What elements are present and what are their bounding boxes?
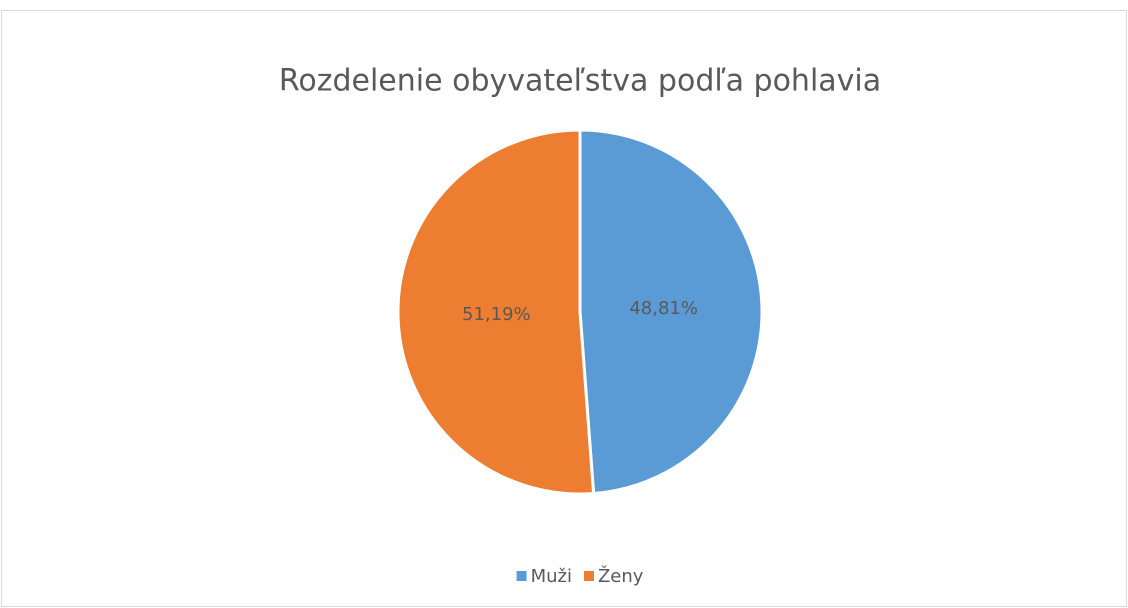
legend-swatch (583, 571, 594, 581)
legend-label: Muži (531, 566, 572, 587)
data-label: 48,81% (629, 298, 698, 319)
legend-swatch (516, 571, 527, 581)
legend: Muži Ženy (516, 565, 644, 587)
legend-label: Ženy (598, 565, 644, 587)
data-label: 51,19% (462, 304, 531, 325)
pie-slice (578, 128, 764, 496)
pie-slice (396, 128, 596, 496)
chart-title: Rozdelenie obyvateľstva podľa pohlavia (279, 64, 881, 99)
